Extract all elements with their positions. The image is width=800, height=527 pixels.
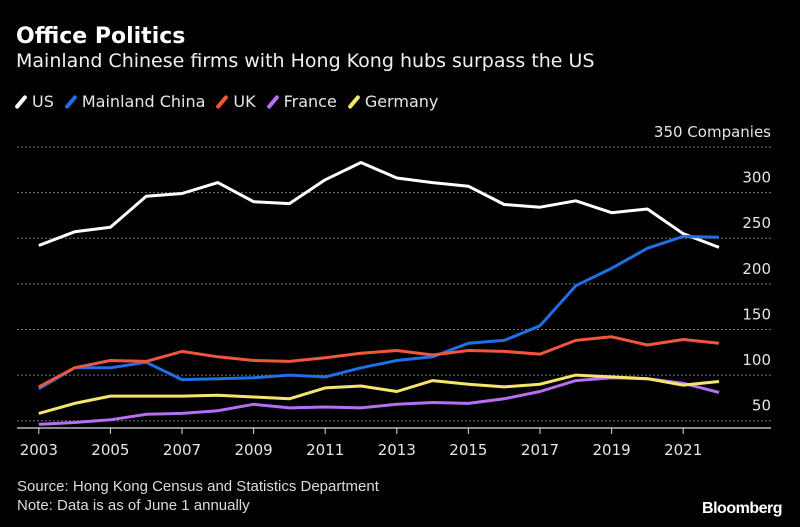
- legend-item: Germany: [347, 92, 439, 111]
- legend-item: US: [14, 92, 54, 111]
- x-tick-label: 2021: [664, 441, 702, 459]
- y-tick-label: 150: [742, 305, 771, 323]
- series-line-uk: [38, 335, 720, 389]
- legend-label: UK: [233, 92, 256, 111]
- series-line-france: [38, 376, 720, 426]
- x-tick-label: 2003: [20, 441, 58, 459]
- y-tick-label: 200: [742, 260, 771, 278]
- legend-item: France: [265, 92, 337, 111]
- x-tick-label: 2009: [235, 441, 273, 459]
- legend-label: US: [32, 92, 54, 111]
- x-tick-label: 2013: [378, 441, 416, 459]
- x-tick-label: 2015: [449, 441, 487, 459]
- chart-title: Office Politics: [16, 24, 186, 49]
- legend-item: UK: [215, 92, 256, 111]
- y-tick-label: 50: [752, 397, 771, 415]
- y-tick-label: 300: [742, 169, 771, 187]
- x-tick-label: 2011: [306, 441, 344, 459]
- chart-subtitle: Mainland Chinese firms with Hong Kong hu…: [16, 50, 595, 72]
- legend-label: France: [283, 92, 337, 111]
- series-line-mainland-china: [38, 234, 720, 391]
- x-tick-label: 2007: [163, 441, 201, 459]
- x-tick-label: 2005: [91, 441, 129, 459]
- y-tick-label: 100: [742, 351, 771, 369]
- footer: Source: Hong Kong Census and Statistics …: [17, 477, 379, 515]
- series-line-us: [38, 161, 720, 249]
- legend-label: Germany: [364, 92, 439, 111]
- y-tick-label: 350 Companies: [654, 123, 771, 141]
- x-tick-label: 2019: [593, 441, 631, 459]
- legend-item: Mainland China: [64, 92, 206, 111]
- x-tick-label: 2017: [521, 441, 559, 459]
- y-tick-label: 250: [742, 214, 771, 232]
- bloomberg-logo: Bloomberg: [702, 500, 782, 517]
- legend-label: Mainland China: [81, 92, 206, 111]
- series-line-germany: [38, 373, 720, 415]
- data-note: Note: Data is as of June 1 annually: [17, 497, 250, 514]
- legend: US Mainland China UK France Germany: [14, 92, 439, 111]
- source-note: Source: Hong Kong Census and Statistics …: [17, 478, 379, 495]
